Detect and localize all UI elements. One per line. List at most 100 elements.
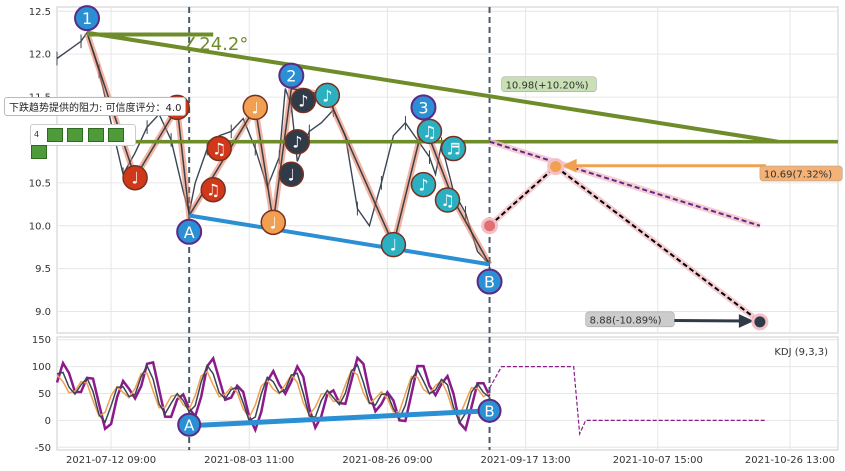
rating-value: 4 [34, 130, 40, 139]
x-tick-label: 2021-10-07 15:00 [613, 455, 703, 466]
wave-label-2: 2 [278, 62, 305, 89]
note-marker-circle [410, 171, 437, 198]
wave-label-circle [476, 268, 503, 295]
forecast-line [489, 140, 761, 227]
note-marker: ♫ [434, 187, 461, 213]
x-tick-label: 2021-10-26 13:00 [745, 455, 835, 466]
kdj-y-tick-label: 50 [38, 389, 51, 400]
wave-label-circle [176, 218, 203, 245]
note-marker-circle [314, 82, 341, 109]
note-marker: ♪ [290, 87, 317, 114]
annotation-text: 10.69(7.32%) [764, 170, 832, 181]
note-icon: ♩ [270, 213, 278, 232]
note-marker-circle [278, 161, 305, 188]
note-marker: ♫ [416, 118, 443, 145]
wave-label-text: 3 [418, 98, 428, 117]
kdj-y-tick-label: 100 [32, 362, 51, 373]
wave-label-circle [74, 5, 101, 32]
wave-label-text: 1 [82, 9, 92, 28]
kdj-y-tick-label: -50 [35, 443, 51, 454]
star-icon [46, 128, 63, 142]
star-icon [31, 145, 47, 159]
kdj-label-circle [177, 412, 202, 437]
note-icon: ♫ [212, 140, 226, 159]
trend-line-resistance [86, 30, 779, 144]
note-marker-circle [290, 87, 317, 114]
note-marker: ♪ [284, 128, 311, 155]
kdj-label-text: B [484, 403, 494, 421]
x-tick-label: 2021-08-26 09:00 [342, 455, 432, 466]
note-icon: ♩ [131, 169, 139, 188]
note-icon: ♪ [418, 176, 428, 195]
annotation-text: 10.98(+10.20%) [506, 80, 589, 91]
kdj-label: KDJ (9,3,3) [774, 347, 828, 358]
x-tick-label: 2021-09-17 13:00 [481, 455, 571, 466]
wave-label-text: 2 [286, 67, 296, 86]
note-marker-circle [122, 164, 148, 191]
angle-label: ∠24.2° [183, 34, 248, 55]
forecast-mid-point [547, 158, 565, 176]
kdj-support-line [189, 408, 490, 429]
kdj-label-A: A [177, 412, 202, 437]
kdj-label-B: B [477, 398, 502, 423]
note-marker: ♩ [278, 161, 305, 188]
note-icon: ♫ [422, 122, 436, 141]
note-marker-circle [440, 135, 467, 162]
forecast-arrowhead [738, 314, 754, 328]
kdj-label-circle [477, 398, 502, 423]
y-tick-label: 10.5 [29, 178, 51, 189]
wave-label-1: 1 [74, 5, 101, 32]
note-marker-circle [200, 176, 226, 203]
kdj-label-text: A [184, 417, 195, 435]
note-icon: ♩ [288, 165, 296, 184]
note-marker-circle [260, 209, 287, 236]
wave-label-text: A [184, 223, 195, 242]
x-tick-label: 2021-07-12 09:00 [66, 455, 156, 466]
note-marker: ♪ [314, 82, 341, 109]
kdj-projection [489, 365, 766, 437]
y-tick-label: 9.5 [35, 264, 51, 275]
note-marker-circle [284, 128, 311, 155]
note-icon: ♫ [206, 181, 220, 200]
note-marker-circle [434, 187, 461, 213]
note-marker: ♩ [242, 94, 269, 121]
kdj-d-line [56, 369, 490, 419]
wave-label-circle [278, 62, 305, 89]
note-marker: ♩ [122, 164, 148, 191]
note-marker: ♩ [260, 209, 287, 236]
forecast-arrowhead [561, 158, 577, 173]
y-tick-label: 10.0 [29, 221, 51, 232]
annotation-text: 8.88(-10.89%) [590, 315, 662, 326]
kdj-y-tick-label: 0 [45, 416, 51, 427]
forecast-line [555, 165, 761, 323]
kdj-k-line [56, 363, 491, 425]
wave-label-3: 3 [410, 94, 437, 121]
forecast-end-point [751, 313, 769, 331]
note-marker-circle [242, 94, 269, 121]
x-tick-label: 2021-08-03 11:00 [204, 455, 294, 466]
annotation-box [759, 165, 843, 182]
note-icon: ♩ [390, 236, 398, 255]
trend-line-support [188, 213, 490, 267]
y-tick-label: 9.0 [35, 307, 51, 318]
note-marker-circle [380, 231, 407, 258]
star-icon [108, 128, 125, 142]
note-icon: ♩ [251, 98, 259, 117]
rating-stars: 4 [30, 124, 136, 159]
kdj-j-line [55, 355, 491, 434]
note-marker-circle [206, 135, 232, 162]
note-marker: ♪ [410, 171, 437, 198]
note-icon: ♬ [446, 140, 460, 159]
wave-label-B: B [476, 268, 503, 295]
forecast-line [488, 165, 557, 227]
annotation-box [501, 76, 597, 93]
note-marker-circle [416, 118, 443, 145]
forecast-start-point [481, 217, 499, 235]
note-icon: ♪ [322, 86, 332, 105]
star-icon [67, 128, 84, 142]
note-icon: ♪ [298, 92, 308, 111]
annotation-box [585, 311, 675, 328]
wave-label-circle [410, 94, 437, 121]
